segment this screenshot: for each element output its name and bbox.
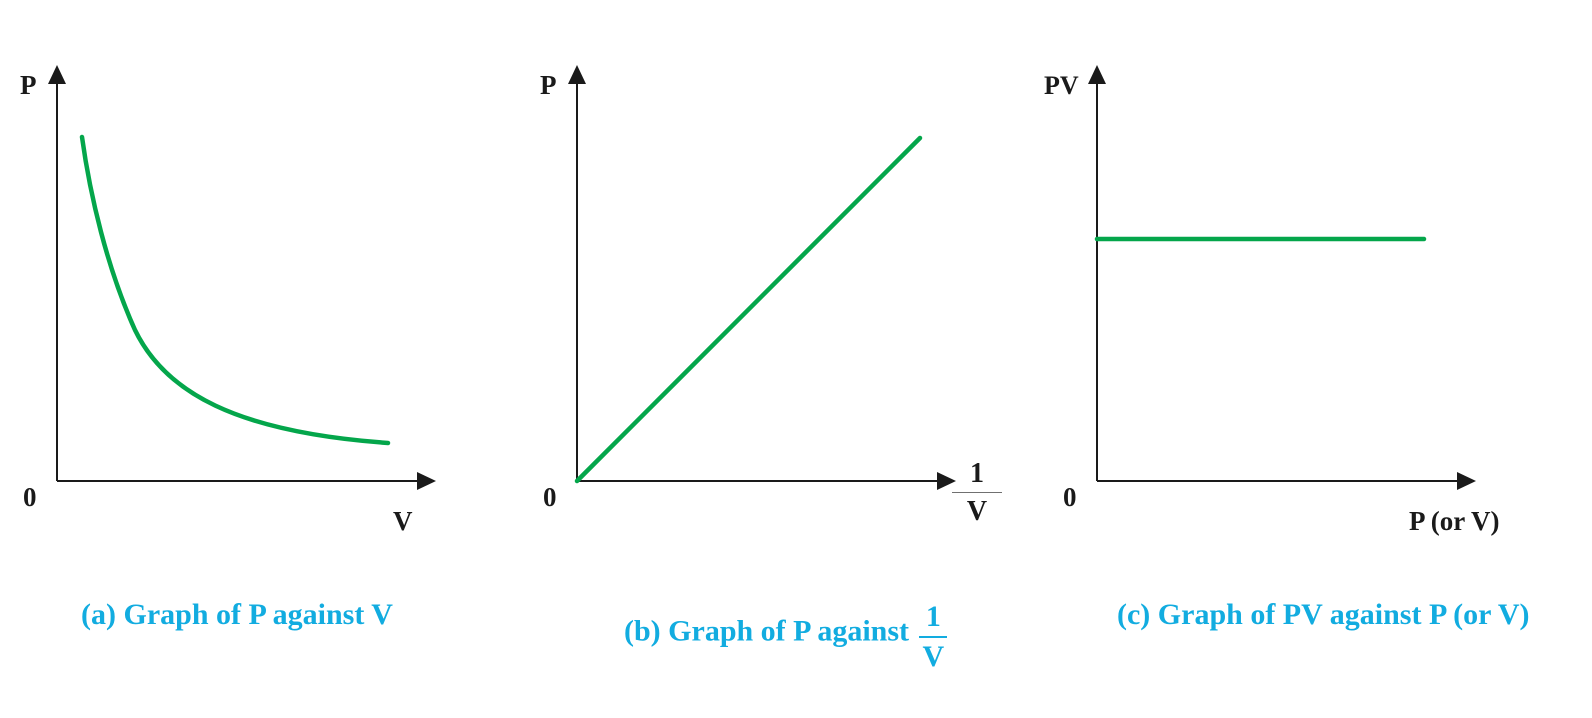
- svg-text:P (or V): P (or V): [1409, 506, 1500, 536]
- svg-text:P: P: [20, 70, 37, 100]
- svg-text:0: 0: [23, 482, 37, 512]
- svg-text:P: P: [540, 70, 557, 100]
- svg-text:V: V: [393, 506, 413, 536]
- svg-text:0: 0: [543, 482, 557, 512]
- svg-text:0: 0: [1063, 482, 1077, 512]
- svg-text:PV: PV: [1044, 71, 1079, 100]
